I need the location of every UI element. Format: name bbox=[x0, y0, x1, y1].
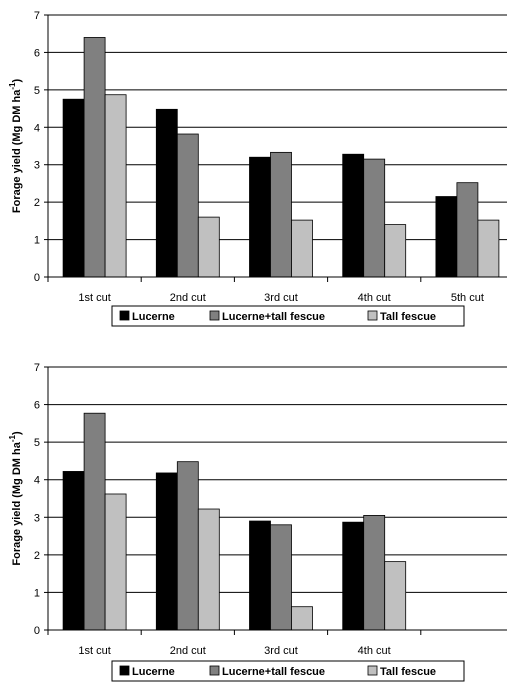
legend-label: Lucerne+tall fescue bbox=[222, 666, 325, 678]
x-tick-label: 4th cut bbox=[358, 645, 391, 657]
y-axis-title-text: Forage yield (Mg DM ha bbox=[11, 441, 23, 565]
y-tick-label: 7 bbox=[34, 10, 40, 22]
y-tick-label: 7 bbox=[34, 362, 40, 374]
bar-tall-fescue bbox=[197, 216, 220, 278]
y-tick-label: 0 bbox=[34, 272, 40, 284]
y-axis-title: Forage yield (Mg DM ha-1) bbox=[8, 431, 23, 566]
bar-lucerne-tall-fescue bbox=[270, 151, 292, 278]
legend-swatch bbox=[119, 665, 130, 676]
y-tick-label: 1 bbox=[34, 235, 40, 247]
y-axis-title-superscript: -1 bbox=[8, 82, 17, 90]
chart-bottom: 0 1 2 3 4 5 6 7 1st cut 2nd cut 3rd cut 4th cut Fora… bbox=[8, 362, 507, 682]
bar-lucerne bbox=[155, 108, 178, 278]
bar-tall-fescue bbox=[384, 224, 407, 278]
y-tick-label: 5 bbox=[34, 85, 40, 97]
x-tick-label: 1st cut bbox=[78, 645, 110, 657]
legend-label: Lucerne bbox=[132, 666, 175, 678]
bar-tall-fescue bbox=[477, 219, 500, 278]
y-axis-title-superscript: -1 bbox=[8, 435, 17, 443]
bar-lucerne-tall-fescue bbox=[83, 37, 106, 278]
bar-tall-fescue bbox=[291, 606, 313, 631]
y-axis-title-close: ) bbox=[11, 431, 23, 435]
bar-tall-fescue bbox=[197, 508, 220, 631]
y-tick-label: 0 bbox=[34, 625, 40, 637]
y-axis-title-close: ) bbox=[11, 79, 23, 83]
y-tick-label: 2 bbox=[34, 550, 40, 562]
y-tick-label: 3 bbox=[34, 512, 40, 524]
bar-lucerne bbox=[62, 98, 85, 278]
bar-lucerne-tall-fescue bbox=[456, 182, 479, 278]
bar-lucerne-tall-fescue bbox=[176, 461, 199, 631]
bar-tall-fescue bbox=[104, 94, 127, 278]
bar-lucerne-tall-fescue bbox=[83, 412, 106, 631]
legend-label: Tall fescue bbox=[380, 311, 436, 323]
y-tick-label: 2 bbox=[34, 197, 40, 209]
y-axis-title-text: Forage yield (Mg DM ha bbox=[11, 89, 23, 213]
legend-swatch bbox=[209, 310, 220, 321]
y-tick-label: 6 bbox=[34, 47, 40, 59]
x-tick-label: 3rd cut bbox=[264, 645, 298, 657]
bar-lucerne bbox=[435, 196, 458, 278]
x-tick-label: 1st cut bbox=[78, 292, 110, 304]
bar-lucerne bbox=[62, 471, 85, 631]
x-tick-label: 4th cut bbox=[358, 292, 391, 304]
x-tick-label: 2nd cut bbox=[170, 292, 206, 304]
legend-label: Tall fescue bbox=[380, 666, 436, 678]
legend-swatch bbox=[119, 310, 130, 321]
x-tick-label: 2nd cut bbox=[170, 645, 206, 657]
bar-lucerne bbox=[249, 156, 271, 278]
y-tick-label: 4 bbox=[34, 475, 40, 487]
chart-top: 0 1 2 3 4 5 6 7 1st cut 2nd cut 3rd cut 4th cut 5th … bbox=[8, 10, 507, 327]
bar-lucerne bbox=[342, 153, 365, 278]
bar-tall-fescue bbox=[291, 219, 313, 278]
bar-tall-fescue bbox=[384, 561, 407, 631]
bar-lucerne-tall-fescue bbox=[363, 158, 386, 278]
legend-label: Lucerne bbox=[132, 311, 175, 323]
legend-label: Lucerne+tall fescue bbox=[222, 311, 325, 323]
legend-swatch bbox=[209, 665, 220, 676]
bar-lucerne-tall-fescue bbox=[270, 524, 292, 631]
bar-lucerne bbox=[249, 520, 271, 631]
y-axis-title: Forage yield (Mg DM ha-1) bbox=[8, 79, 23, 214]
y-tick-label: 3 bbox=[34, 160, 40, 172]
bar-lucerne bbox=[342, 521, 365, 631]
y-tick-label: 5 bbox=[34, 437, 40, 449]
bar-lucerne-tall-fescue bbox=[363, 515, 386, 631]
legend-swatch bbox=[367, 665, 378, 676]
y-tick-label: 6 bbox=[34, 400, 40, 412]
x-tick-label: 5th cut bbox=[451, 292, 484, 304]
y-tick-label: 1 bbox=[34, 587, 40, 599]
bar-tall-fescue bbox=[104, 493, 127, 631]
bar-lucerne-tall-fescue bbox=[176, 133, 199, 278]
x-tick-label: 3rd cut bbox=[264, 292, 298, 304]
legend-swatch bbox=[367, 310, 378, 321]
y-tick-label: 4 bbox=[34, 122, 40, 134]
bar-lucerne bbox=[155, 472, 178, 631]
